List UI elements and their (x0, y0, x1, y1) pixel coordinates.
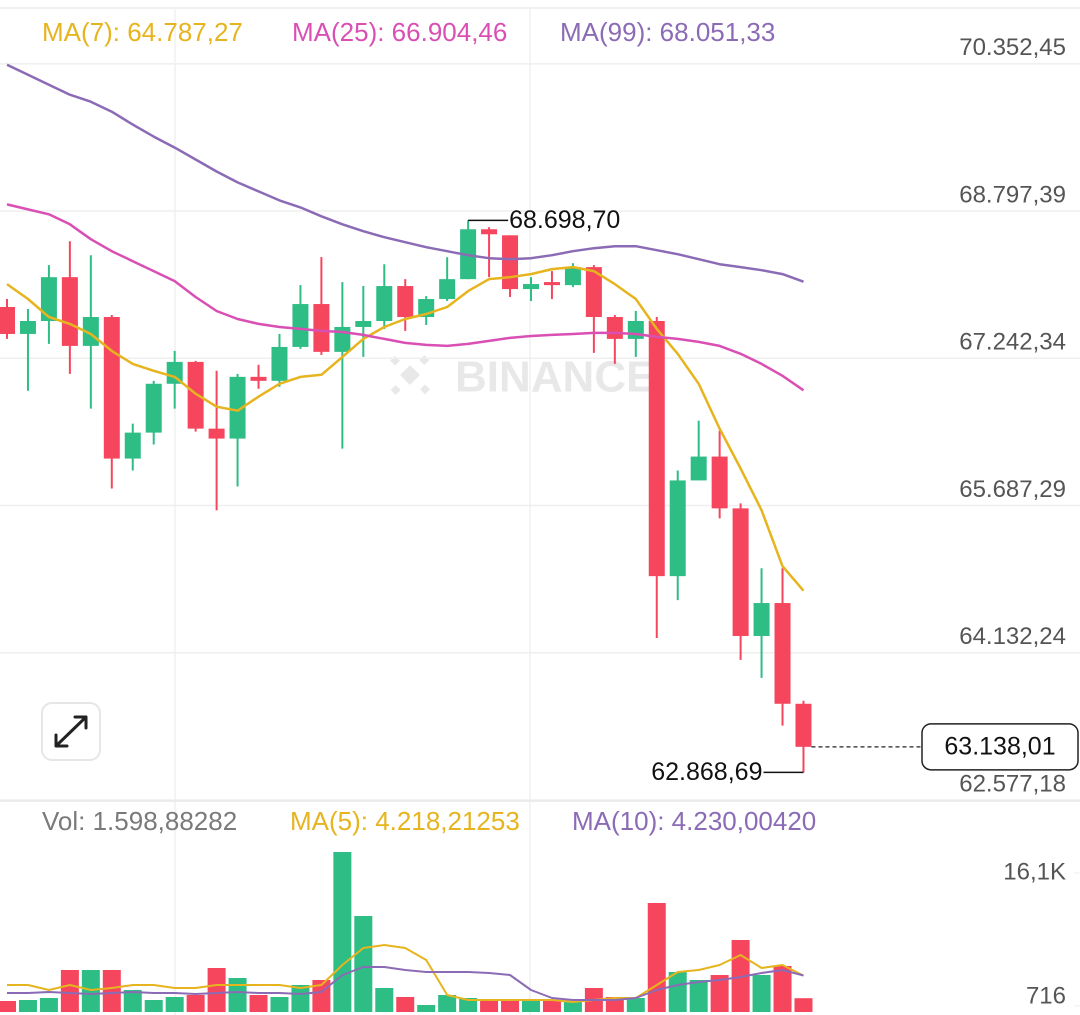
volume-bar (165, 997, 184, 1012)
volume-legend: MA(5): 4.218,21253 (290, 806, 520, 836)
candle-body (355, 320, 372, 327)
volume-ma-line (7, 966, 804, 1001)
candle-body (439, 279, 456, 300)
ma-line (6, 203, 805, 392)
candle-body (145, 383, 162, 433)
volume-bar (354, 915, 373, 1012)
candle-body (502, 235, 519, 290)
low-label: 62.868,69 (651, 758, 762, 786)
candle-body (732, 508, 749, 636)
watermark: BINANCE (390, 353, 655, 402)
y-tick-label: 62.577,18 (959, 770, 1066, 797)
volume-bar (39, 997, 58, 1012)
y-tick-label: 65.687,29 (959, 476, 1066, 503)
volume-bar (396, 997, 415, 1012)
volume-bar (522, 1001, 540, 1012)
candle-body (397, 286, 414, 318)
volume-bar (542, 999, 561, 1012)
candle-body (690, 456, 707, 481)
candle-body (481, 229, 498, 235)
last-price-box (921, 723, 1079, 771)
volume-ma-line (7, 944, 804, 1003)
candle-body (40, 277, 57, 321)
volume-bar (207, 967, 226, 1012)
candle-body (711, 456, 728, 509)
volume-bar (773, 966, 792, 1012)
candle-body (229, 376, 246, 439)
ma-line (6, 265, 805, 592)
volume-bar (794, 998, 813, 1012)
volume-bar (333, 852, 352, 1012)
volume-bar (18, 999, 37, 1012)
candle-body (376, 286, 393, 321)
volume-bar (249, 995, 268, 1012)
watermark-text: BINANCE (455, 353, 655, 402)
volume-bar (689, 979, 708, 1012)
volume-bar (417, 1004, 436, 1012)
volume-bar (144, 999, 163, 1012)
y-tick-label: 16,1K (1003, 858, 1066, 885)
candle-body (166, 361, 183, 384)
y-tick-label: 68.797,39 (959, 181, 1066, 208)
candle-body (250, 376, 267, 381)
volume-bar (270, 997, 289, 1012)
volume-bar (752, 974, 771, 1012)
y-tick-label: 70.352,45 (959, 34, 1066, 61)
y-tick-label: 716 (1026, 982, 1066, 1009)
volume-bar (81, 969, 100, 1012)
expand-icon[interactable] (54, 715, 88, 748)
candle-body (313, 304, 330, 352)
expand-button[interactable] (41, 702, 101, 761)
volume-bar (186, 995, 205, 1012)
ma-legend: MA(99): 68.051,33 (560, 17, 775, 47)
y-tick-label: 64.132,24 (959, 623, 1066, 650)
candle-body (774, 603, 791, 704)
candle-body (585, 267, 602, 318)
candle-body (271, 346, 288, 381)
volume-bar (0, 1001, 16, 1012)
ma-legend: MA(7): 64.787,27 (42, 17, 243, 47)
candle-body (523, 284, 539, 290)
volume-bar (60, 969, 79, 1012)
candle-body (124, 432, 141, 459)
candle-body (606, 317, 623, 339)
volume-title: Vol: 1.598,88282 (42, 806, 237, 836)
candle-body (61, 277, 78, 346)
candle-body (0, 306, 15, 334)
volume-bar (710, 974, 729, 1012)
volume-bar (563, 1002, 582, 1012)
candle-body (208, 428, 225, 439)
candle-body (543, 282, 560, 286)
ma-legend: MA(25): 66.904,46 (292, 17, 507, 47)
volume-bar (501, 999, 520, 1012)
candle-body (648, 320, 665, 577)
volume-bar (459, 997, 478, 1012)
candle-body (564, 267, 581, 286)
y-tick-label: 67.242,34 (959, 329, 1066, 356)
volume-bar (480, 999, 499, 1012)
volume-bar (375, 987, 394, 1012)
volume-bar (626, 997, 645, 1012)
volume-bar (123, 990, 142, 1012)
last-price-label: 63.138,01 (944, 732, 1055, 760)
volume-legend: MA(10): 4.230,00420 (572, 806, 816, 836)
candle-body (292, 304, 309, 347)
candle-body (669, 480, 686, 577)
high-label: 68.698,70 (509, 206, 620, 234)
volume-bar (228, 978, 247, 1012)
ma-line (6, 63, 804, 283)
volume-bar (647, 903, 666, 1012)
candle-body (627, 320, 644, 339)
candle-body (753, 603, 770, 636)
volume-bar (102, 969, 121, 1012)
volume-bar (668, 972, 687, 1012)
volume-bar (291, 985, 310, 1012)
candle-body (187, 361, 204, 429)
volume-bar (438, 995, 457, 1012)
candle-body (19, 320, 36, 334)
candle-body (795, 703, 812, 747)
watermark-logo (390, 355, 430, 395)
candle-body (103, 317, 120, 459)
